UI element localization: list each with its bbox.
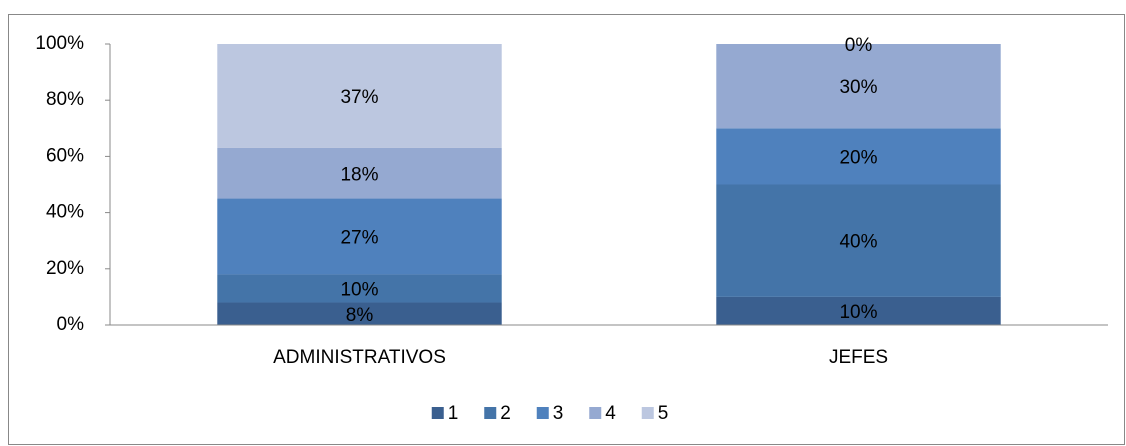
y-tick-label: 80% (46, 89, 84, 110)
data-label: 20% (839, 147, 877, 168)
y-tick-label: 0% (57, 314, 85, 335)
data-label: 18% (340, 164, 378, 185)
legend-label: 2 (500, 403, 511, 424)
bar-segment (217, 147, 502, 199)
data-label: 0% (845, 35, 873, 56)
data-label: 10% (340, 279, 378, 300)
bar-segment (716, 296, 1001, 325)
bar-segment (217, 44, 502, 148)
data-label: 10% (839, 302, 877, 323)
legend-swatch (536, 407, 549, 419)
legend-swatch (641, 407, 654, 419)
bar-segment (217, 198, 502, 275)
data-label: 37% (340, 87, 378, 108)
bar-segment (716, 128, 1001, 185)
y-tick-label: 60% (46, 145, 84, 166)
legend-label: 3 (553, 403, 564, 424)
legend-label: 1 (448, 403, 459, 424)
y-tick-label: 100% (35, 33, 84, 54)
legend-swatch (589, 407, 602, 419)
data-label: 30% (839, 77, 877, 98)
bar-segment (217, 302, 502, 325)
data-label: 27% (340, 228, 378, 249)
data-label: 8% (346, 305, 374, 326)
legend-swatch (431, 407, 444, 419)
legend-swatch (484, 407, 497, 419)
legend-label: 4 (605, 403, 616, 424)
y-tick-label: 40% (46, 202, 84, 223)
legend-label: 5 (658, 403, 669, 424)
x-tick-label: JEFES (829, 347, 888, 368)
bar-segment (716, 184, 1001, 297)
data-label: 40% (839, 232, 877, 253)
bar-segment (716, 44, 1001, 129)
bar-segment (217, 274, 502, 303)
y-tick-label: 20% (46, 258, 84, 279)
x-tick-label: ADMINISTRATIVOS (273, 347, 446, 368)
